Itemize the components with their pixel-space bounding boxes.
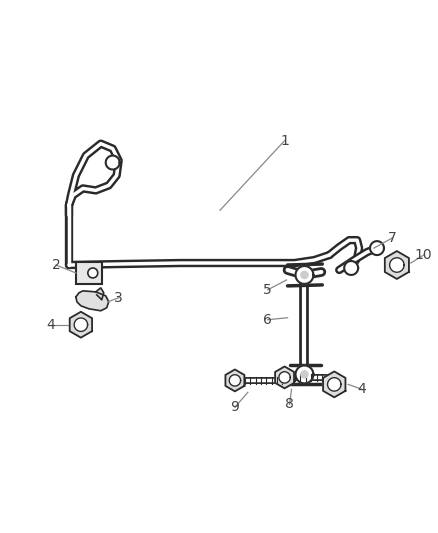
- Text: 6: 6: [263, 313, 272, 327]
- Polygon shape: [229, 375, 240, 386]
- Polygon shape: [328, 378, 341, 391]
- Polygon shape: [275, 367, 294, 389]
- Bar: [76, 262, 102, 284]
- Polygon shape: [76, 291, 109, 311]
- Polygon shape: [279, 372, 290, 383]
- Text: 4: 4: [47, 318, 56, 332]
- Polygon shape: [226, 369, 244, 391]
- Text: 7: 7: [388, 231, 396, 245]
- Text: 10: 10: [415, 248, 432, 262]
- Text: 1: 1: [280, 134, 289, 148]
- Polygon shape: [96, 288, 104, 300]
- Text: 3: 3: [114, 291, 123, 305]
- Text: 5: 5: [263, 283, 272, 297]
- Polygon shape: [385, 251, 409, 279]
- Polygon shape: [296, 366, 314, 383]
- Text: 8: 8: [285, 397, 294, 411]
- Polygon shape: [390, 258, 404, 272]
- Polygon shape: [323, 372, 346, 397]
- Polygon shape: [74, 318, 88, 332]
- Text: 9: 9: [230, 400, 239, 414]
- Polygon shape: [344, 261, 358, 275]
- Polygon shape: [301, 371, 308, 378]
- Polygon shape: [106, 156, 120, 169]
- Text: 2: 2: [52, 258, 60, 272]
- Circle shape: [88, 268, 98, 278]
- Polygon shape: [296, 266, 314, 284]
- Polygon shape: [70, 312, 92, 337]
- Polygon shape: [301, 271, 308, 279]
- Polygon shape: [370, 241, 384, 255]
- Text: 4: 4: [358, 382, 367, 397]
